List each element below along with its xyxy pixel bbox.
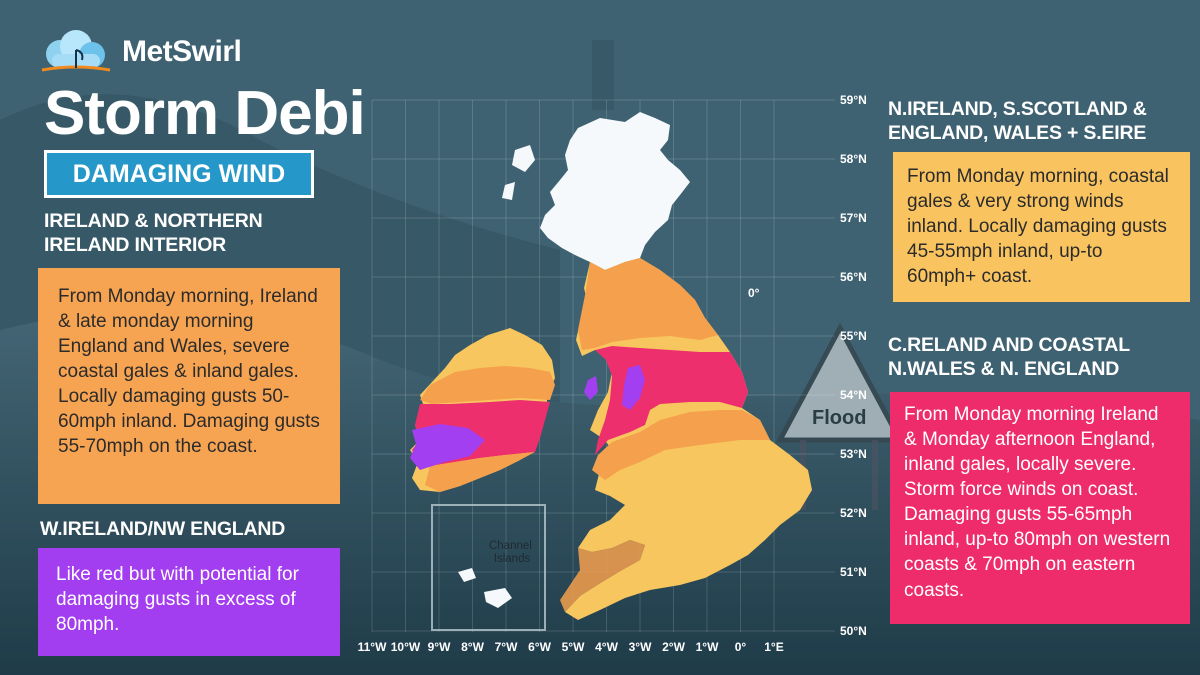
lon-label: 4°W	[595, 640, 618, 654]
west-ireland-heading: W.IRELAND/NW ENGLAND	[40, 518, 286, 540]
channel-islands-label: Channel Islands	[489, 540, 535, 565]
north-panel: From Monday morning, coastal gales & ver…	[893, 152, 1190, 302]
guernsey-island	[458, 568, 476, 582]
hebrides-north	[512, 145, 535, 172]
cloud-logo-icon	[41, 30, 111, 72]
lon-label: 9°W	[428, 640, 451, 654]
lon-label: 3°W	[629, 640, 652, 654]
lat-label: 59°N	[840, 93, 867, 107]
brand-name: MetSwirl	[122, 35, 242, 68]
lighthouse-shape	[592, 40, 614, 110]
north-text: From Monday morning, coastal gales & ver…	[907, 166, 1169, 288]
central-text: From Monday morning Ireland & Monday aft…	[904, 404, 1171, 601]
meridian-label: 0°	[748, 286, 760, 300]
lat-label: 56°N	[840, 270, 867, 284]
orange-zone-midlands	[592, 410, 770, 480]
metswirl-logo: MetSwirl	[40, 28, 242, 76]
lat-label: 50°N	[840, 624, 867, 638]
lon-label: 1°E	[764, 640, 783, 654]
lon-label: 2°W	[662, 640, 685, 654]
ireland-interior-text: From Monday morning, Ireland & late mond…	[58, 286, 320, 458]
channel-islands-inset	[431, 504, 546, 631]
lon-label: 7°W	[495, 640, 518, 654]
lon-label: 1°W	[696, 640, 719, 654]
orange-zone-north-england	[578, 258, 718, 350]
scotland-region	[540, 112, 690, 270]
central-panel: From Monday morning Ireland & Monday aft…	[890, 392, 1190, 624]
lon-label: 6°W	[528, 640, 551, 654]
lat-label: 58°N	[840, 152, 867, 166]
lon-label: 10°W	[391, 640, 421, 654]
orange-zone-south-ireland	[425, 452, 535, 492]
purple-zone-nw-england	[622, 365, 645, 410]
ireland-interior-heading: IRELAND & NORTHERN IRELAND INTERIOR	[44, 210, 263, 256]
west-ireland-text: Like red but with potential for damaging…	[56, 564, 299, 636]
lon-label: 11°W	[358, 640, 387, 654]
page-title: Storm Debi	[44, 79, 366, 148]
lat-label: 54°N	[840, 388, 867, 402]
orange-zone-southwest	[560, 540, 645, 612]
flood-sign-label: Flood	[812, 407, 866, 429]
orange-zone-north-ireland	[420, 366, 555, 404]
lon-label: 5°W	[562, 640, 585, 654]
purple-zone-west-ireland	[410, 424, 485, 470]
jersey-island	[484, 588, 512, 608]
damaging-wind-badge: DAMAGING WIND	[44, 150, 314, 198]
lon-label: 8°W	[461, 640, 484, 654]
lat-label: 51°N	[840, 565, 867, 579]
lat-label: 57°N	[840, 211, 867, 225]
hebrides-south	[502, 182, 515, 200]
lat-label: 53°N	[840, 447, 867, 461]
central-heading: C.RELAND AND COASTAL N.WALES & N. ENGLAN…	[888, 334, 1130, 380]
lon-label: 0°	[735, 640, 747, 654]
lat-label: 55°N	[840, 329, 867, 343]
lat-label: 52°N	[840, 506, 867, 520]
isle-of-man	[584, 376, 598, 400]
west-ireland-panel: Like red but with potential for damaging…	[38, 548, 340, 656]
ireland-interior-panel: From Monday morning, Ireland & late mond…	[38, 268, 340, 504]
north-heading: N.IRELAND, S.SCOTLAND & ENGLAND, WALES +…	[888, 98, 1147, 144]
